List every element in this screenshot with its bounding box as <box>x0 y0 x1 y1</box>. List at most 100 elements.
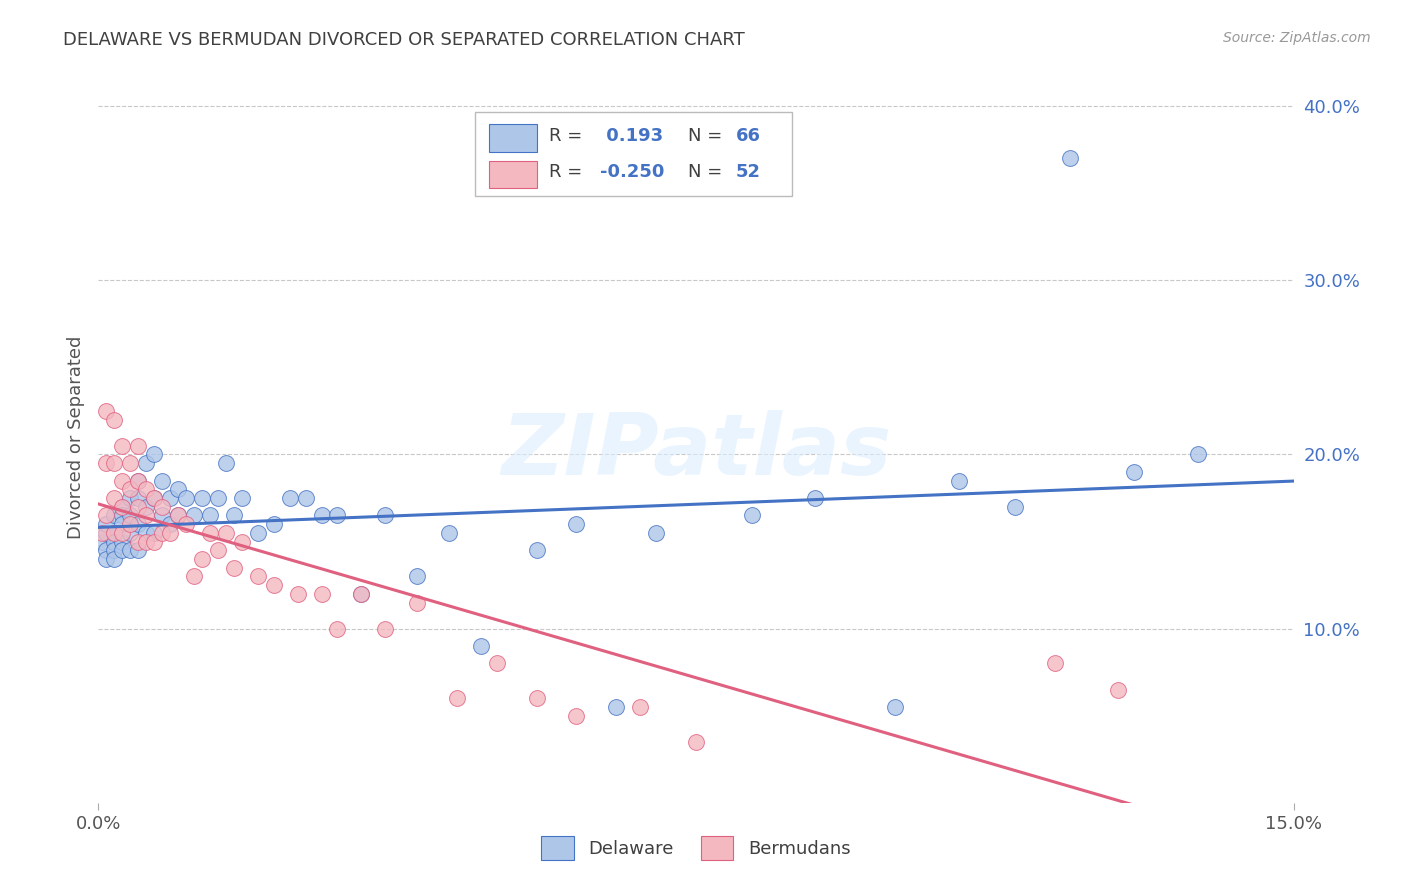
Point <box>311 587 333 601</box>
Point <box>127 491 149 505</box>
Point <box>103 534 125 549</box>
Point <box>111 517 134 532</box>
Point <box>948 474 970 488</box>
Point <box>127 439 149 453</box>
Point <box>91 525 114 540</box>
Point <box>91 534 114 549</box>
FancyBboxPatch shape <box>475 112 792 195</box>
Point <box>127 474 149 488</box>
Text: Source: ZipAtlas.com: Source: ZipAtlas.com <box>1223 31 1371 45</box>
Point <box>96 517 118 532</box>
Point <box>350 587 373 601</box>
Point <box>120 508 142 523</box>
Point <box>207 491 229 505</box>
Text: ZIPatlas: ZIPatlas <box>501 410 891 493</box>
Point <box>350 587 373 601</box>
Point <box>111 508 134 523</box>
Point <box>159 491 181 505</box>
Point <box>120 543 142 558</box>
Point <box>120 525 142 540</box>
Point <box>246 525 269 540</box>
Point <box>127 500 149 514</box>
Point <box>103 525 125 540</box>
Point <box>174 491 197 505</box>
Point <box>159 525 181 540</box>
Text: 52: 52 <box>735 163 761 181</box>
Point <box>1107 682 1129 697</box>
Point <box>150 500 173 514</box>
Point <box>246 569 269 583</box>
Point <box>96 508 118 523</box>
Point <box>150 508 173 523</box>
Point <box>103 412 125 426</box>
Point <box>215 525 238 540</box>
Point <box>111 534 134 549</box>
Point <box>231 491 253 505</box>
Point <box>287 587 309 601</box>
Point <box>278 491 301 505</box>
Point <box>167 508 190 523</box>
Point <box>1123 465 1146 479</box>
Point <box>565 708 588 723</box>
Point <box>103 552 125 566</box>
Point <box>1059 152 1081 166</box>
Point <box>222 560 245 574</box>
Point <box>111 543 134 558</box>
Point <box>143 491 166 505</box>
Point <box>135 525 157 540</box>
Legend: Delaware, Bermudans: Delaware, Bermudans <box>534 830 858 867</box>
Point <box>135 456 157 470</box>
Point <box>103 543 125 558</box>
Text: 66: 66 <box>735 127 761 145</box>
Point <box>111 474 134 488</box>
Point <box>294 491 316 505</box>
Point <box>111 525 134 540</box>
Point <box>174 517 197 532</box>
Point <box>143 491 166 505</box>
Point <box>135 483 157 497</box>
Point <box>884 700 907 714</box>
Point <box>111 439 134 453</box>
Point <box>96 543 118 558</box>
Point <box>127 543 149 558</box>
Text: N =: N = <box>688 163 721 181</box>
Point <box>198 525 221 540</box>
Point <box>311 508 333 523</box>
Point <box>231 534 253 549</box>
Point <box>183 569 205 583</box>
Point <box>263 517 285 532</box>
FancyBboxPatch shape <box>489 161 537 188</box>
Point <box>191 552 214 566</box>
Text: DELAWARE VS BERMUDAN DIVORCED OR SEPARATED CORRELATION CHART: DELAWARE VS BERMUDAN DIVORCED OR SEPARAT… <box>63 31 745 49</box>
Point <box>167 508 190 523</box>
Point <box>103 491 125 505</box>
Point <box>406 569 429 583</box>
Point <box>263 578 285 592</box>
Point <box>120 517 142 532</box>
Point <box>326 508 349 523</box>
Text: R =: R = <box>548 163 582 181</box>
Point <box>1043 657 1066 671</box>
Point <box>103 525 125 540</box>
Point <box>150 525 173 540</box>
Point <box>120 456 142 470</box>
Point <box>326 622 349 636</box>
Point <box>485 657 508 671</box>
Point <box>526 691 548 706</box>
Point <box>222 508 245 523</box>
Point <box>111 500 134 514</box>
Point <box>150 474 173 488</box>
Point <box>135 508 157 523</box>
Point <box>406 595 429 609</box>
Point <box>645 525 668 540</box>
Point <box>374 622 396 636</box>
Point <box>198 508 221 523</box>
Y-axis label: Divorced or Separated: Divorced or Separated <box>66 335 84 539</box>
Point <box>446 691 468 706</box>
Point <box>135 534 157 549</box>
Text: 0.193: 0.193 <box>600 127 664 145</box>
Point <box>685 735 707 749</box>
FancyBboxPatch shape <box>489 124 537 152</box>
Point <box>526 543 548 558</box>
Point <box>96 552 118 566</box>
